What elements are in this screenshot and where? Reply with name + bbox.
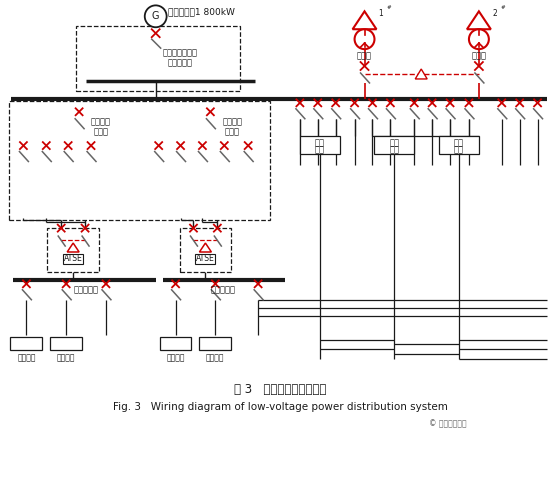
Text: 柴油发电机设备: 柴油发电机设备 bbox=[163, 48, 198, 57]
Text: © 建筑电气杂志: © 建筑电气杂志 bbox=[429, 419, 467, 428]
Text: 消防负荷: 消防负荷 bbox=[17, 353, 36, 362]
Text: G: G bbox=[152, 11, 160, 21]
Text: 馈线柜: 馈线柜 bbox=[225, 127, 240, 136]
Bar bbox=[195, 254, 216, 264]
Text: 馈线柜: 馈线柜 bbox=[94, 127, 109, 136]
Text: 1: 1 bbox=[378, 9, 383, 18]
Bar bbox=[76, 26, 240, 91]
Bar bbox=[180, 228, 231, 272]
Bar bbox=[149, 104, 266, 213]
Bar bbox=[375, 136, 414, 154]
Bar bbox=[160, 337, 192, 350]
Text: 柴油发电机1 800kW: 柴油发电机1 800kW bbox=[167, 7, 235, 16]
Bar bbox=[15, 104, 132, 213]
Polygon shape bbox=[67, 243, 79, 252]
Text: 负荷: 负荷 bbox=[454, 145, 464, 154]
Text: 消防负荷: 消防负荷 bbox=[57, 353, 76, 362]
Circle shape bbox=[144, 6, 167, 27]
Polygon shape bbox=[467, 11, 491, 29]
Text: ATSE: ATSE bbox=[196, 255, 215, 264]
Circle shape bbox=[469, 29, 489, 49]
Bar bbox=[300, 136, 340, 154]
Bar bbox=[10, 101, 270, 220]
Text: 负荷: 负荷 bbox=[315, 145, 325, 154]
Text: 应急母线段: 应急母线段 bbox=[73, 285, 99, 294]
Text: 图 3   低压配电系统接线图: 图 3 低压配电系统接线图 bbox=[234, 383, 326, 396]
Text: 变压器: 变压器 bbox=[357, 51, 372, 60]
Polygon shape bbox=[353, 11, 376, 29]
Bar bbox=[47, 228, 99, 272]
Text: ATSE: ATSE bbox=[64, 255, 82, 264]
Bar bbox=[63, 254, 83, 264]
Text: 重要负荷: 重要负荷 bbox=[206, 353, 225, 362]
Text: 应急电源: 应急电源 bbox=[91, 117, 111, 126]
Text: #: # bbox=[501, 6, 506, 11]
Circle shape bbox=[354, 29, 375, 49]
Text: 一级: 一级 bbox=[389, 138, 399, 147]
Text: 自带控制柜: 自带控制柜 bbox=[168, 58, 193, 68]
Text: 二级: 二级 bbox=[315, 138, 325, 147]
Polygon shape bbox=[416, 69, 427, 79]
Bar bbox=[50, 337, 82, 350]
Bar bbox=[199, 337, 231, 350]
Text: 2: 2 bbox=[492, 9, 497, 18]
Text: Fig. 3   Wiring diagram of low-voltage power distribution system: Fig. 3 Wiring diagram of low-voltage pow… bbox=[113, 402, 447, 412]
Text: #: # bbox=[386, 6, 391, 11]
Bar bbox=[439, 136, 479, 154]
Text: 备用电源: 备用电源 bbox=[222, 117, 242, 126]
Text: 变压器: 变压器 bbox=[472, 51, 487, 60]
Text: 重要负荷: 重要负荷 bbox=[166, 353, 185, 362]
Text: 备用母线段: 备用母线段 bbox=[211, 285, 236, 294]
Text: 二级: 二级 bbox=[454, 138, 464, 147]
Polygon shape bbox=[199, 243, 211, 252]
Text: 负荷: 负荷 bbox=[389, 145, 399, 154]
Bar bbox=[11, 337, 43, 350]
